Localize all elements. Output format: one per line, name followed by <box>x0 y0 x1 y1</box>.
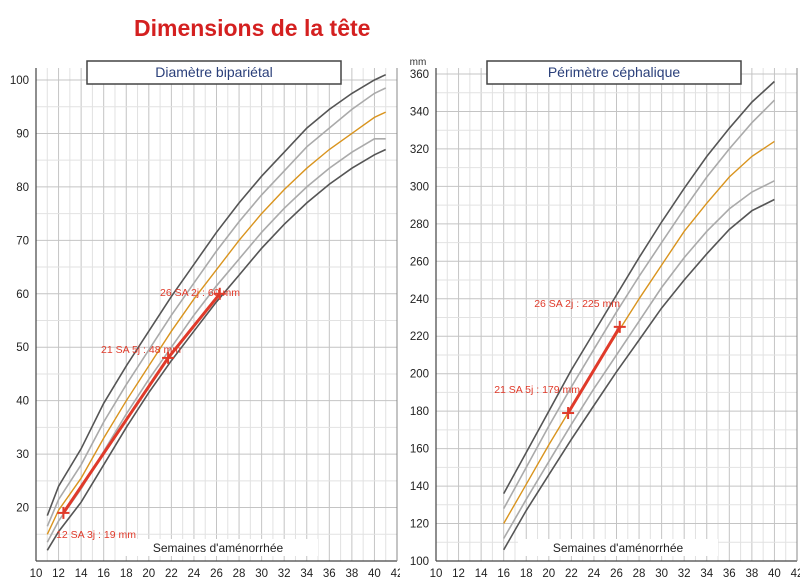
y-tick-label: 70 <box>16 235 29 247</box>
chart-title: Périmètre céphalique <box>548 64 681 80</box>
chart-title: Diamètre bipariétal <box>155 64 273 80</box>
x-tick-label: 24 <box>188 568 201 580</box>
x-tick-label: 30 <box>255 568 268 580</box>
x-tick-label: 28 <box>633 568 646 580</box>
y-tick-label: 360 <box>410 69 429 81</box>
y-tick-label: 160 <box>410 444 429 456</box>
x-tick-label: 34 <box>700 568 713 580</box>
y-tick-label: 80 <box>16 182 29 194</box>
x-tick-label: 10 <box>430 568 443 580</box>
x-tick-label: 12 <box>52 568 65 580</box>
percentile-curve-3 <box>503 140 775 524</box>
x-tick-label: 16 <box>97 568 110 580</box>
y-tick-label: 140 <box>410 481 429 493</box>
x-tick-label: 40 <box>368 568 381 580</box>
x-tick-label: 20 <box>542 568 555 580</box>
percentile-curve-1 <box>46 73 387 516</box>
y-unit-label: mm <box>410 57 427 68</box>
y-tick-label: 100 <box>10 75 29 87</box>
measurement-line <box>566 326 622 414</box>
x-tick-label: 12 <box>452 568 465 580</box>
x-axis-title-background <box>518 539 718 556</box>
x-tick-label: 30 <box>655 568 668 580</box>
y-tick-label: 340 <box>410 106 429 118</box>
y-tick-label: 280 <box>410 219 429 231</box>
x-tick-label: 36 <box>723 568 736 580</box>
measurement-label: 26 SA 2j : 225 mm <box>534 298 620 310</box>
x-tick-label: 36 <box>323 568 336 580</box>
y-tick-label: 200 <box>410 369 429 381</box>
percentile-curve-1 <box>502 80 775 494</box>
x-tick-label: 24 <box>588 568 601 580</box>
y-tick-label: 40 <box>16 396 29 408</box>
x-tick-label: 38 <box>345 568 358 580</box>
x-axis-title-background <box>118 539 318 556</box>
y-tick-label: 220 <box>410 331 429 343</box>
measurement-label: 26 SA 2j : 60 mm <box>160 287 240 299</box>
x-tick-label: 22 <box>565 568 578 580</box>
x-tick-label: 28 <box>233 568 246 580</box>
y-tick-label: 320 <box>410 144 429 156</box>
y-tick-label: 300 <box>410 181 429 193</box>
percentile-curve-2 <box>502 99 775 509</box>
x-tick-label: 26 <box>610 568 623 580</box>
y-tick-label: 60 <box>16 289 29 301</box>
x-tick-label: 14 <box>475 568 488 580</box>
x-tick-label: 18 <box>120 568 133 580</box>
percentile-curve-5 <box>503 198 775 551</box>
x-tick-label: 16 <box>497 568 510 580</box>
y-tick-label: 260 <box>410 256 429 268</box>
x-tick-label: 26 <box>210 568 223 580</box>
x-tick-label: 32 <box>678 568 691 580</box>
x-axis-title: Semaines d'aménorrhée <box>553 541 684 555</box>
grid <box>435 68 798 562</box>
y-tick-label: 30 <box>16 449 29 461</box>
chart-title-box <box>486 60 742 85</box>
percentile-curve-2 <box>46 87 387 527</box>
percentile-curve-4 <box>503 180 775 539</box>
x-tick-label: 42 <box>391 568 400 580</box>
x-tick-label: 34 <box>300 568 313 580</box>
measurement-label: 21 SA 5j : 179 mm <box>494 384 580 396</box>
y-tick-label: 50 <box>16 342 29 354</box>
x-tick-label: 18 <box>520 568 533 580</box>
x-tick-label: 22 <box>165 568 178 580</box>
y-tick-label: 100 <box>410 556 429 568</box>
chart-biparietal-diameter: 20 30 40 50 60 70 80 90 100 10 12 14 16 18 20 22 24 26 28 3… <box>10 60 400 580</box>
measurement-label: 12 SA 3j : 19 mm <box>56 529 136 541</box>
x-tick-label: 42 <box>791 568 800 580</box>
x-tick-label: 32 <box>278 568 291 580</box>
measurement-point <box>613 320 626 333</box>
x-tick-label: 20 <box>142 568 155 580</box>
y-tick-label: 120 <box>410 519 429 531</box>
measurement-point <box>162 351 175 364</box>
x-axis-title: Semaines d'aménorrhée <box>153 541 284 555</box>
measurement-label: 21 SA 5j : 48 mm <box>101 344 181 356</box>
y-tick-label: 240 <box>410 294 429 306</box>
measurement-point <box>213 287 226 300</box>
y-tick-label: 180 <box>410 406 429 418</box>
percentile-curve-3 <box>46 111 386 535</box>
page-title: Dimensions de la tête <box>0 0 412 56</box>
x-tick-label: 38 <box>745 568 758 580</box>
y-tick-label: 90 <box>16 128 29 140</box>
x-tick-label: 10 <box>30 568 43 580</box>
x-tick-label: 14 <box>75 568 88 580</box>
x-tick-label: 40 <box>768 568 781 580</box>
chart-head-circumference: 100 120 140 160 180 200 220 240 260 280 300 320 340 3… <box>410 57 800 580</box>
y-tick-label: 20 <box>16 503 29 515</box>
measurement-point <box>57 506 70 519</box>
chart-title-box <box>86 60 342 85</box>
percentile-curve-5 <box>46 148 387 551</box>
measurement-point <box>562 407 575 420</box>
